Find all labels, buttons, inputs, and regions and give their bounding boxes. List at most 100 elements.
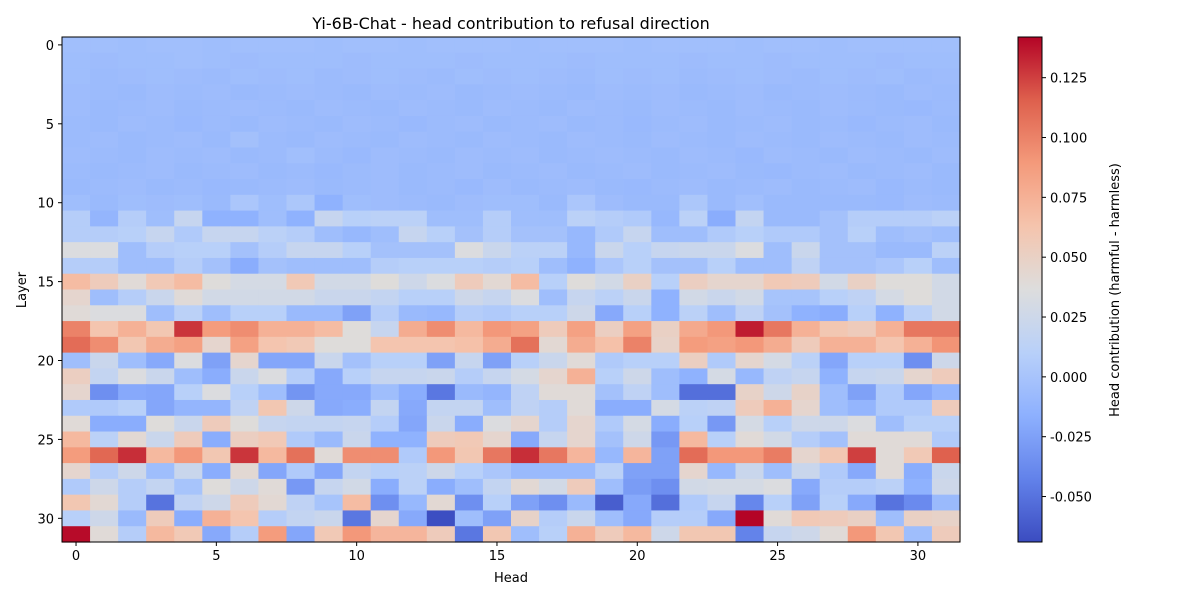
heatmap-cell-l4-h5 xyxy=(202,100,231,117)
heatmap-cell-l8-h29 xyxy=(875,163,905,180)
heatmap-cell-l24-h11 xyxy=(370,415,400,433)
heatmap-cell-l9-h1 xyxy=(90,179,119,196)
heatmap-cell-l23-h11 xyxy=(370,399,400,417)
heatmap-cell-l24-h27 xyxy=(819,415,849,433)
heatmap-cell-l28-h16 xyxy=(511,478,540,496)
heatmap-cell-l17-h10 xyxy=(342,305,372,322)
heatmap-cell-l28-h21 xyxy=(651,478,680,496)
heatmap-cell-l11-h16 xyxy=(511,210,540,227)
heatmap-cell-l18-h16 xyxy=(511,321,540,338)
heatmap-cell-l14-h14 xyxy=(454,257,484,275)
heatmap-cell-l6-h31 xyxy=(931,131,961,149)
heatmap-cell-l11-h29 xyxy=(875,210,905,227)
heatmap-cell-l27-h25 xyxy=(763,463,793,480)
heatmap-cell-l0-h14 xyxy=(454,37,484,54)
heatmap-cell-l4-h9 xyxy=(314,100,344,117)
x-tick-label: 0 xyxy=(72,549,80,564)
heatmap-cell-l5-h4 xyxy=(174,115,203,133)
heatmap-cell-l8-h31 xyxy=(931,163,961,180)
heatmap-cell-l23-h13 xyxy=(426,399,456,417)
heatmap-cell-l28-h11 xyxy=(370,478,400,496)
heatmap-cell-l13-h31 xyxy=(931,242,961,259)
heatmap-cell-l16-h15 xyxy=(482,289,512,306)
heatmap-cell-l30-h6 xyxy=(230,510,260,527)
plot-frame xyxy=(61,36,961,543)
heatmap-cell-l21-h11 xyxy=(370,368,400,385)
heatmap-cell-l25-h11 xyxy=(370,431,400,448)
heatmap-cell-l2-h25 xyxy=(763,68,793,85)
heatmap-cell-l23-h8 xyxy=(286,399,316,417)
heatmap-cell-l21-h8 xyxy=(286,368,316,385)
heatmap-cell-l19-h19 xyxy=(595,336,624,354)
x-tick-label: 20 xyxy=(629,549,646,564)
heatmap-cell-l3-h25 xyxy=(763,84,793,101)
heatmap-cell-l25-h18 xyxy=(567,431,596,448)
heatmap-cell-l8-h25 xyxy=(763,163,793,180)
heatmap-cell-l23-h16 xyxy=(511,399,540,417)
heatmap-cell-l1-h31 xyxy=(931,52,961,70)
heatmap-cell-l8-h17 xyxy=(539,163,568,180)
heatmap-cell-l1-h18 xyxy=(567,52,596,70)
heatmap-cell-l3-h24 xyxy=(735,84,765,101)
heatmap-cell-l23-h0 xyxy=(62,399,91,417)
heatmap-cell-l23-h6 xyxy=(230,399,260,417)
heatmap-cell-l1-h7 xyxy=(258,52,288,70)
heatmap-cell-l22-h10 xyxy=(342,384,372,401)
heatmap-cell-l24-h12 xyxy=(398,415,428,433)
heatmap-cell-l6-h25 xyxy=(763,131,793,149)
heatmap-cell-l18-h22 xyxy=(679,321,709,338)
heatmap-cell-l18-h14 xyxy=(454,321,484,338)
heatmap-cell-l22-h25 xyxy=(763,384,793,401)
heatmap-cell-l25-h22 xyxy=(679,431,709,448)
heatmap-cell-l29-h22 xyxy=(679,494,709,512)
heatmap-cell-l11-h3 xyxy=(146,210,175,227)
heatmap-cell-l3-h1 xyxy=(90,84,119,101)
heatmap-cell-l12-h23 xyxy=(707,226,737,243)
heatmap-cell-l24-h30 xyxy=(903,415,933,433)
heatmap-cell-l15-h3 xyxy=(146,273,175,291)
heatmap-cell-l4-h28 xyxy=(847,100,877,117)
heatmap-cell-l3-h8 xyxy=(286,84,316,101)
heatmap-cell-l17-h21 xyxy=(651,305,680,322)
heatmap-cell-l23-h12 xyxy=(398,399,428,417)
heatmap-cell-l21-h2 xyxy=(118,368,147,385)
heatmap-cell-l14-h30 xyxy=(903,257,933,275)
heatmap-cell-l6-h26 xyxy=(791,131,821,149)
heatmap-cell-l15-h14 xyxy=(454,273,484,291)
heatmap-cell-l26-h14 xyxy=(454,447,484,464)
heatmap-cell-l16-h24 xyxy=(735,289,765,306)
heatmap-cell-l28-h7 xyxy=(258,478,288,496)
heatmap-cell-l11-h15 xyxy=(482,210,512,227)
heatmap-cell-l9-h31 xyxy=(931,179,961,196)
heatmap-cell-l25-h29 xyxy=(875,431,905,448)
heatmap-cell-l24-h15 xyxy=(482,415,512,433)
heatmap-cell-l20-h11 xyxy=(370,352,400,370)
heatmap-cell-l28-h0 xyxy=(62,478,91,496)
heatmap-cell-l1-h5 xyxy=(202,52,231,70)
heatmap-cell-l3-h19 xyxy=(595,84,624,101)
heatmap-cell-l21-h28 xyxy=(847,368,877,385)
heatmap-cell-l24-h25 xyxy=(763,415,793,433)
heatmap-cell-l22-h12 xyxy=(398,384,428,401)
heatmap-cell-l9-h15 xyxy=(482,179,512,196)
heatmap-cell-l26-h0 xyxy=(62,447,91,464)
heatmap-cell-l22-h28 xyxy=(847,384,877,401)
y-tick-label: 20 xyxy=(37,355,54,370)
heatmap-cell-l21-h13 xyxy=(426,368,456,385)
heatmap-cell-l3-h0 xyxy=(62,84,91,101)
heatmap-cell-l29-h16 xyxy=(511,494,540,512)
heatmap-cell-l31-h15 xyxy=(482,526,512,543)
heatmap-cell-l17-h12 xyxy=(398,305,428,322)
heatmap-cell-l26-h28 xyxy=(847,447,877,464)
heatmap-cell-l6-h15 xyxy=(482,131,512,149)
heatmap-cell-l23-h29 xyxy=(875,399,905,417)
heatmap-cell-l31-h5 xyxy=(202,526,231,543)
heatmap-cell-l6-h19 xyxy=(595,131,624,149)
heatmap-cell-l4-h11 xyxy=(370,100,400,117)
heatmap-cell-l26-h24 xyxy=(735,447,765,464)
heatmap-cell-l29-h15 xyxy=(482,494,512,512)
heatmap-cell-l26-h12 xyxy=(398,447,428,464)
heatmap-cell-l22-h15 xyxy=(482,384,512,401)
heatmap-cell-l3-h15 xyxy=(482,84,512,101)
heatmap-cell-l9-h7 xyxy=(258,179,288,196)
